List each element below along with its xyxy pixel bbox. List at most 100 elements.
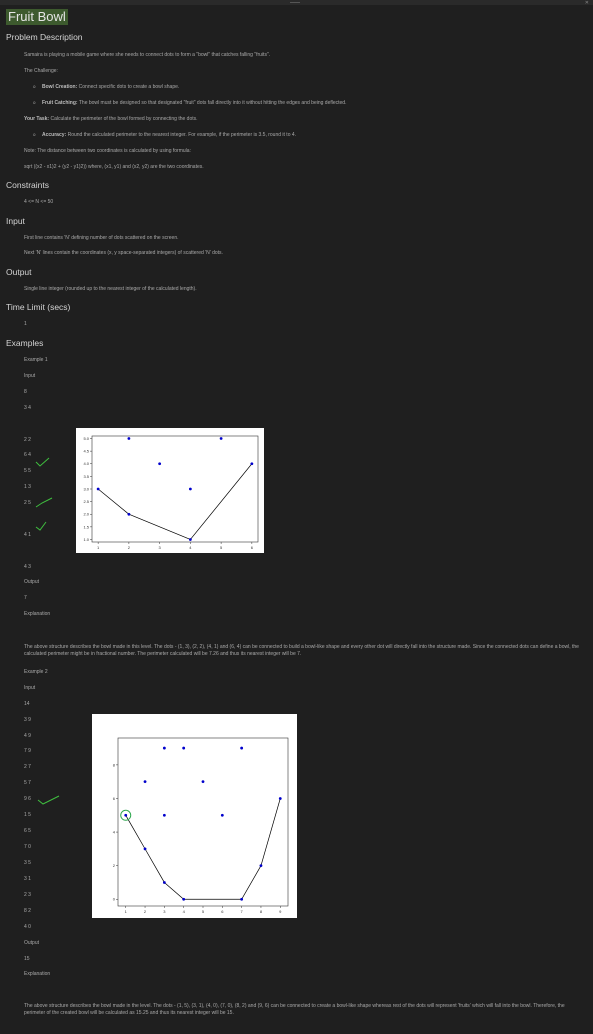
example1-output-label: Output [24,579,40,585]
data-point [143,780,147,784]
example2-line: 5 7 [24,780,31,786]
example2-line: 3 9 [24,717,31,723]
y-tick-label: 3.0 [83,486,89,491]
y-tick-label: 4.5 [83,449,89,454]
bullet-bowl-creation: Bowl Creation: Connect specific dots to … [33,84,180,90]
bullet-label: Accuracy: [42,132,67,138]
example1-output: 7 [24,595,27,601]
bullet-text: Round the calculated perimeter to the ne… [66,132,297,138]
y-tick-label: 1.5 [83,524,89,529]
data-point [124,813,128,817]
example1-line: 2 2 [24,437,31,443]
example2-output: 15 [24,956,30,962]
heading-input: Input [6,216,25,226]
example2-line: 4 9 [24,733,31,739]
heading-output: Output [6,267,32,277]
task-text: Calculate the perimeter of the bowl form… [49,116,198,122]
checkmark-annotations [35,457,53,531]
data-point [127,512,131,516]
chart-example-1: 1 2 3 4 5 6 1.0 1.5 2.0 2.5 3.0 3.5 4.0 4.5 5.0 [76,428,264,553]
bowl-line [97,463,253,540]
checkmark-annotation [37,795,60,805]
x-tick-label: 1 [125,909,128,914]
example1-line: 2 5 [24,500,31,506]
data-point [219,437,223,440]
example2-line: 8 2 [24,908,31,914]
example2-n: 14 [24,701,30,707]
example2-line: 1 5 [24,812,31,818]
data-point [188,538,192,541]
data-point [240,746,244,750]
example2-line: 2 7 [24,764,31,770]
y-tick-label: 2.5 [83,499,89,504]
example1-n: 8 [24,389,27,395]
bullet-accuracy: Accuracy: Round the calculated perimeter… [33,132,297,138]
bullet-fruit-catching: Fruit Catching: The bowl must be designe… [33,100,346,106]
example2-explanation-label: Explanation [24,971,51,977]
y-tick-label: 1.0 [83,537,89,542]
y-tick-label: 2 [113,863,116,868]
note-text: Note: The distance between two coordinat… [24,148,191,154]
x-tick-label: 1 [97,545,100,550]
heading-problem: Problem Description [6,32,83,42]
input-text-1: First line contains 'N' defining number … [24,235,179,241]
y-tick-label: 5.0 [83,436,89,441]
challenge-label: The Challenge: [24,68,58,74]
data-point [220,813,224,817]
data-point [182,897,186,901]
bullet-label: Bowl Creation: [42,84,78,90]
data-point [127,437,131,440]
x-tick-label: 4 [189,545,192,550]
output-text: Single line integer (rounded up to the n… [24,286,197,292]
data-point [278,797,282,800]
x-tick-label: 2 [128,545,131,550]
input-text-2: Next 'N' lines contain the coordinates (… [24,250,223,256]
example2-input-label: Input [24,685,36,691]
example2-line: 3 1 [24,876,31,882]
x-tick-label: 9 [279,909,282,914]
bullet-text: Connect specific dots to create a bowl s… [77,84,180,90]
data-point [188,487,192,491]
formula-text: sqrt ((x2 - x1)2 + (y2 - y1)2)) where, (… [24,164,204,170]
example2-label: Example 2 [24,669,48,675]
example1-line: 4 1 [24,532,31,538]
example1-line: 1 3 [24,484,31,490]
data-point [96,487,100,491]
data-point [143,847,147,851]
data-point [162,746,166,750]
data-point [259,864,263,868]
example2-line: 6 5 [24,828,31,834]
constraints-text: 4 <= N <= 50 [24,199,54,205]
data-point [250,462,254,466]
x-tick-label: 6 [221,909,224,914]
y-tick-label: 8 [113,762,116,767]
highlight-circle-annotation [120,809,132,821]
x-tick-label: 6 [251,545,254,550]
x-tick-label: 8 [260,909,263,914]
window-top-bar: ✕ [0,0,593,6]
example1-line: 6 4 [24,452,31,458]
example1-label: Example 1 [24,357,48,363]
y-tick-label: 3.5 [83,474,89,479]
y-tick-label: 4.0 [83,461,89,466]
close-icon[interactable]: ✕ [584,0,589,6]
example1-line: 3 4 [24,405,31,411]
x-tick-label: 5 [220,545,223,550]
data-point [158,462,162,466]
time-limit-value: 1 [24,321,27,327]
bullet-label: Fruit Catching: [42,100,78,106]
example2-line: 7 9 [24,748,31,754]
heading-constraints: Constraints [6,180,49,190]
y-tick-label: 2.0 [83,512,89,517]
example1-explanation-label: Explanation [24,611,51,617]
drag-handle-icon[interactable] [290,2,300,3]
data-point [162,813,166,817]
task-label: Your Task: [24,116,50,122]
page-title: Fruit Bowl [6,9,68,25]
x-tick-label: 5 [202,909,205,914]
x-tick-label: 2 [144,909,147,914]
heading-time-limit: Time Limit (secs) [6,302,71,312]
y-tick-label: 0 [113,897,116,902]
x-tick-label: 7 [241,909,244,914]
example2-line: 9 6 [24,796,31,802]
